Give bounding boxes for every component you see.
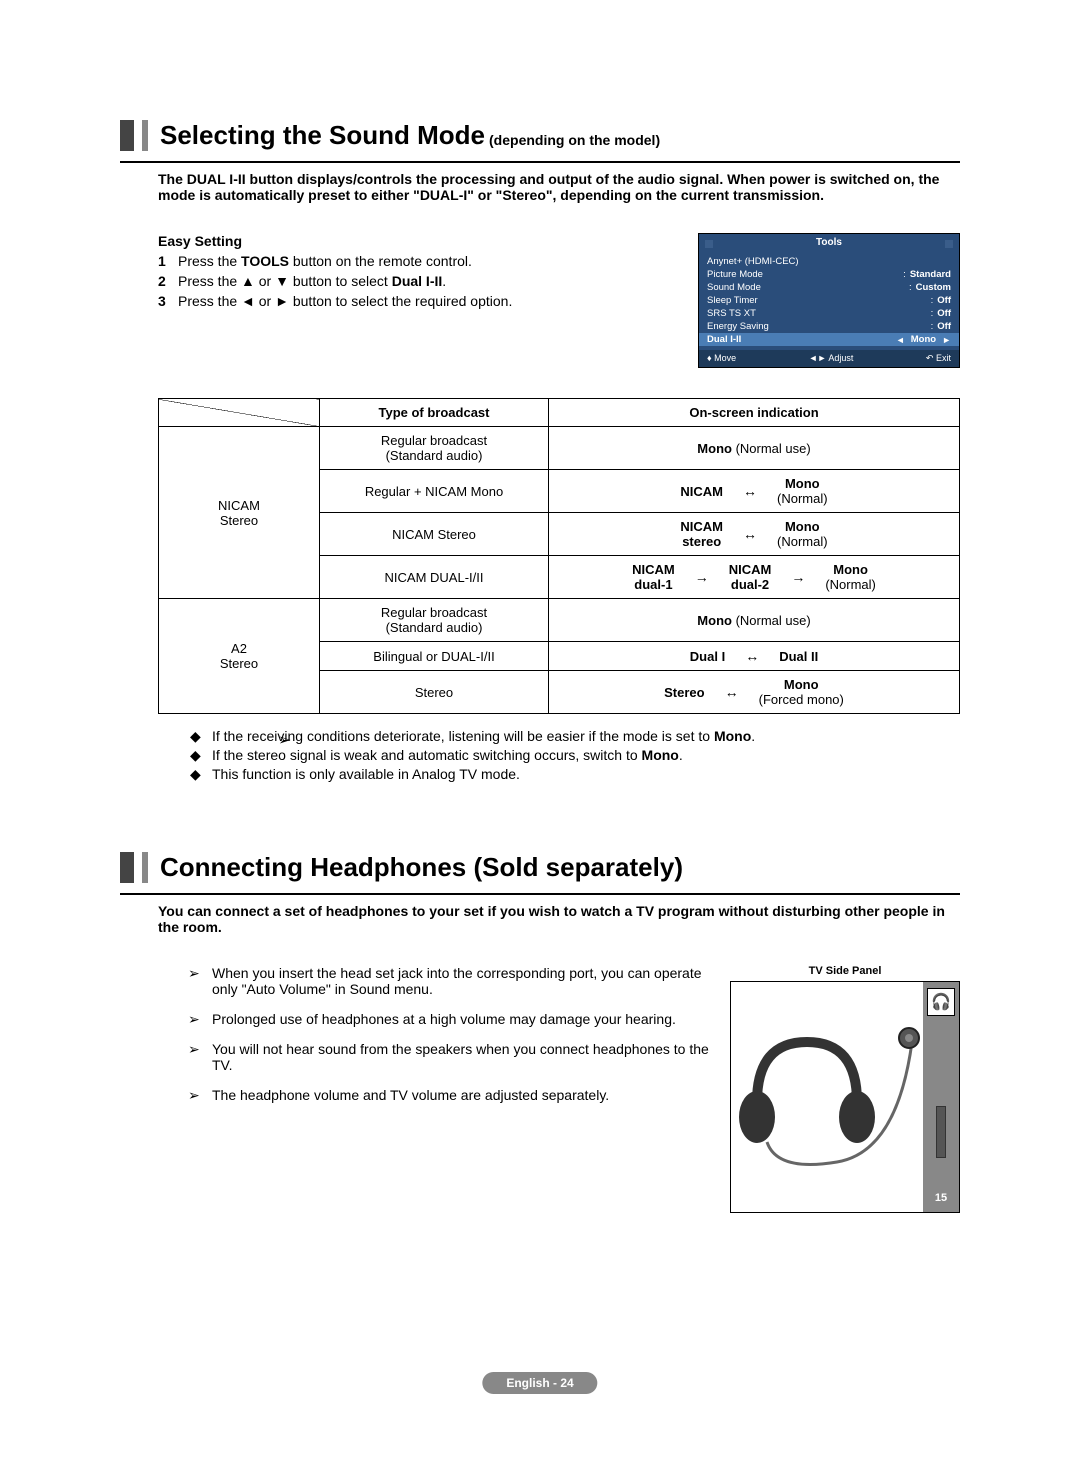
- table-header-type: Type of broadcast: [320, 399, 549, 427]
- section-1-title: Selecting the Sound Mode: [160, 120, 485, 151]
- table-cell-type: Regular + NICAM Mono: [320, 470, 549, 513]
- table-cell-indication: NICAMdual-1→NICAMdual-2→Mono(Normal): [549, 556, 960, 599]
- step-2: Press the ▲ or ▼ button to select Dual I…: [158, 273, 678, 289]
- headphone-notes: When you insert the head set jack into t…: [188, 965, 718, 1213]
- headphone-jack-icon: 🎧: [927, 988, 955, 1016]
- headphones-icon: [737, 1012, 922, 1182]
- table-cell-type: Regular broadcast(Standard audio): [320, 427, 549, 470]
- table-cell-type: NICAM Stereo: [320, 513, 549, 556]
- table-row: A2StereoRegular broadcast(Standard audio…: [159, 599, 960, 642]
- table-group-label: NICAMStereo: [159, 427, 320, 599]
- table-cell-indication: Stereo↔Mono(Forced mono): [549, 671, 960, 714]
- tools-row: SRS TS XT:Off: [707, 307, 951, 320]
- section-2-intro: You can connect a set of headphones to y…: [120, 893, 960, 935]
- tools-row: Energy Saving:Off: [707, 320, 951, 333]
- table-row: NICAMStereoRegular broadcast(Standard au…: [159, 427, 960, 470]
- headphone-note-item: When you insert the head set jack into t…: [188, 965, 718, 997]
- headphone-note-item: You will not hear sound from the speaker…: [188, 1041, 718, 1073]
- tools-row: Anynet+ (HDMI-CEC): [707, 255, 951, 268]
- tools-menu: Tools Anynet+ (HDMI-CEC) Picture Mode:St…: [698, 233, 960, 368]
- page-footer: English - 24: [482, 1372, 597, 1394]
- easy-setting-label: Easy Setting: [158, 233, 678, 249]
- table-cell-indication: Dual I↔Dual II: [549, 642, 960, 671]
- table-cell-indication: NICAMstereo↔Mono(Normal): [549, 513, 960, 556]
- section-2-header: Connecting Headphones (Sold separately): [120, 852, 960, 883]
- table-cell-indication: Mono (Normal use): [549, 599, 960, 642]
- table-cell-type: Regular broadcast(Standard audio): [320, 599, 549, 642]
- headphone-note-item: The headphone volume and TV volume are a…: [188, 1087, 718, 1103]
- tools-row: Sound Mode:Custom: [707, 281, 951, 294]
- note-item: This function is only available in Analo…: [190, 766, 960, 782]
- table-cell-type: Stereo: [320, 671, 549, 714]
- table-header-indication: On-screen indication: [549, 399, 960, 427]
- table-cell-type: NICAM DUAL-I/II: [320, 556, 549, 599]
- table-cell-indication: Mono (Normal use): [549, 427, 960, 470]
- steps-list: Press the TOOLS button on the remote con…: [158, 253, 678, 309]
- table-cell-type: Bilingual or DUAL-I/II: [320, 642, 549, 671]
- tools-row: Picture Mode:Standard: [707, 268, 951, 281]
- tools-menu-footer: ♦ Move ◄► Adjust ↶ Exit: [699, 350, 959, 367]
- note-item: If the receiving conditions deteriorate,…: [190, 728, 960, 744]
- headphone-note-item: Prolonged use of headphones at a high vo…: [188, 1011, 718, 1027]
- step-3: Press the ◄ or ► button to select the re…: [158, 293, 678, 309]
- broadcast-table: Type of broadcast On-screen indication N…: [158, 398, 960, 714]
- tools-menu-title: Tools: [699, 234, 959, 251]
- tv-side-panel-diagram: 🎧 15: [730, 981, 960, 1213]
- step-1: Press the TOOLS button on the remote con…: [158, 253, 678, 269]
- section-1-subtitle: (depending on the model): [489, 132, 660, 148]
- notes-list-1: If the receiving conditions deteriorate,…: [120, 728, 960, 782]
- tools-row-highlight: Dual I-II ◄Mono►: [699, 333, 959, 346]
- tools-row: Sleep Timer:Off: [707, 294, 951, 307]
- section-1-intro: The DUAL I-II button displays/controls t…: [120, 161, 960, 203]
- section-2-title: Connecting Headphones (Sold separately): [160, 852, 683, 883]
- table-group-label: A2Stereo: [159, 599, 320, 714]
- table-cell-indication: NICAM↔Mono(Normal): [549, 470, 960, 513]
- tv-side-panel-label: TV Side Panel: [730, 965, 960, 977]
- panel-number: 15: [935, 1192, 947, 1204]
- note-item: If the stereo signal is weak and automat…: [190, 747, 960, 763]
- section-1-header: Selecting the Sound Mode (depending on t…: [120, 120, 960, 151]
